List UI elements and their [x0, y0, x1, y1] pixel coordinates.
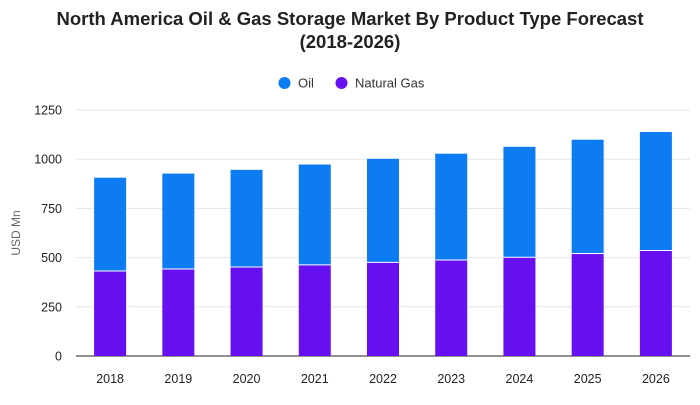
bar-oil-2020[interactable] — [230, 169, 263, 268]
bar-natural-gas-2024[interactable] — [503, 257, 536, 356]
y-tick-label-750: 750 — [41, 202, 62, 216]
bar-natural-gas-2021[interactable] — [298, 264, 331, 356]
legend-item-natural-gas[interactable]: Natural Gas — [335, 76, 425, 91]
bar-oil-2022[interactable] — [367, 158, 399, 263]
bar-natural-gas-2019[interactable] — [162, 269, 195, 356]
x-tick-label-2018: 2018 — [96, 372, 124, 386]
bar-natural-gas-2020[interactable] — [230, 267, 263, 356]
legend-label-natural-gas: Natural Gas — [355, 76, 425, 91]
x-tick-label-2023: 2023 — [437, 372, 465, 386]
x-tick-label-2025: 2025 — [574, 372, 602, 386]
x-tick-label-2019: 2019 — [164, 372, 192, 386]
bar-oil-2024[interactable] — [503, 146, 536, 258]
bar-natural-gas-2022[interactable] — [367, 262, 399, 356]
y-tick-label-1250: 1250 — [34, 104, 62, 118]
bar-oil-2026[interactable] — [639, 132, 672, 251]
y-axis-label: USD Mn — [9, 210, 23, 255]
x-axis-ticks: 2018 2019 2020 2021 2022 2023 2024 2025 2026 — [96, 372, 670, 386]
x-tick-label-2022: 2022 — [369, 372, 397, 386]
y-tick-label-500: 500 — [41, 251, 62, 265]
chart-title-line-1: North America Oil & Gas Storage Market B… — [56, 8, 643, 29]
x-tick-label-2026: 2026 — [642, 372, 670, 386]
bar-oil-2021[interactable] — [298, 164, 331, 265]
legend: Oil Natural Gas — [278, 76, 425, 91]
bar-natural-gas-2026[interactable] — [639, 250, 672, 356]
bar-oil-2025[interactable] — [571, 139, 604, 254]
y-tick-label-0: 0 — [55, 350, 62, 364]
legend-swatch-oil — [278, 77, 291, 89]
y-tick-label-1000: 1000 — [34, 153, 62, 167]
bar-natural-gas-2025[interactable] — [571, 253, 604, 356]
bar-natural-gas-2018[interactable] — [94, 270, 127, 356]
bar-oil-2018[interactable] — [94, 177, 127, 271]
y-axis-ticks: 0 250 500 750 1000 1250 — [34, 104, 62, 364]
x-tick-label-2024: 2024 — [506, 372, 534, 386]
legend-swatch-natural-gas — [335, 77, 348, 89]
bars — [94, 132, 672, 356]
x-tick-label-2020: 2020 — [233, 372, 261, 386]
bar-oil-2019[interactable] — [162, 173, 195, 270]
legend-item-oil[interactable]: Oil — [278, 76, 315, 91]
chart-title-line-2: (2018-2026) — [300, 31, 401, 52]
bar-natural-gas-2023[interactable] — [435, 259, 468, 356]
legend-label-oil: Oil — [298, 76, 314, 91]
y-tick-label-250: 250 — [41, 300, 62, 314]
bar-oil-2023[interactable] — [435, 153, 468, 260]
x-tick-label-2021: 2021 — [301, 372, 329, 386]
